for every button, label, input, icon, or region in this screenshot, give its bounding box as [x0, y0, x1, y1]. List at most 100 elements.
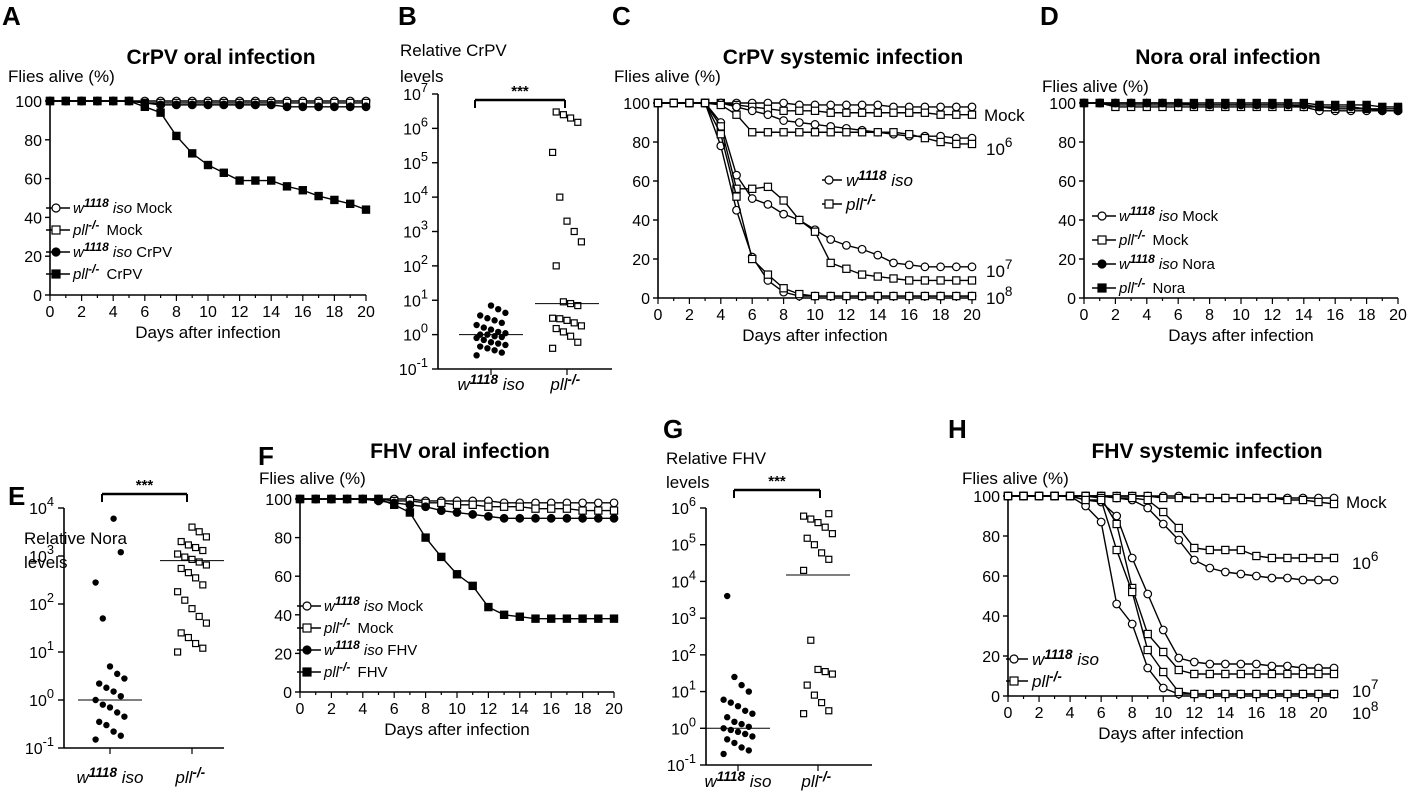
data-point: [577, 322, 586, 330]
data-point: [1112, 511, 1122, 521]
x-tick-label: 18: [1279, 705, 1297, 722]
data-point: [904, 130, 914, 139]
data-point: [556, 193, 564, 201]
y-tick-label: 106: [671, 494, 696, 518]
data-point: [936, 291, 945, 301]
data-point: [298, 102, 308, 112]
data-point: [570, 319, 578, 327]
y-tick-label: 40: [632, 213, 650, 230]
x-tick-label: 0: [46, 304, 55, 321]
category-label: pll-/-: [800, 769, 834, 791]
data-point: [734, 702, 742, 710]
data-point: [745, 747, 753, 754]
y-tick-label: 103: [671, 604, 696, 628]
data-point: [742, 730, 749, 738]
data-point: [1267, 553, 1277, 563]
data-point: [807, 636, 815, 644]
data-point: [311, 494, 320, 504]
data-point: [799, 512, 808, 520]
data-point: [1267, 689, 1277, 699]
data-point: [873, 128, 883, 137]
data-point: [1329, 669, 1339, 679]
data-point: [1174, 665, 1183, 675]
data-point: [251, 176, 260, 185]
data-point: [936, 262, 945, 272]
data-point: [967, 276, 977, 285]
x-axis-label: Days after infection: [135, 323, 281, 342]
data-point: [235, 176, 244, 185]
data-point: [745, 688, 753, 695]
data-point: [747, 128, 757, 137]
data-point: [1251, 659, 1261, 669]
category-label: pll-/-: [549, 372, 583, 394]
data-point: [103, 684, 110, 691]
data-point: [1205, 659, 1215, 669]
data-point: [1268, 98, 1277, 108]
data-point: [1127, 553, 1137, 563]
data-point: [817, 699, 826, 707]
data-point: [92, 736, 99, 743]
data-point: [1096, 495, 1106, 505]
data-point: [904, 276, 914, 285]
data-point: [825, 707, 833, 715]
data-point: [374, 494, 383, 504]
data-point: [110, 688, 117, 695]
data-point: [480, 336, 487, 344]
data-point: [889, 108, 898, 117]
data-point: [1158, 625, 1168, 635]
legend-label: pll-/-: [1031, 669, 1065, 691]
data-point: [857, 270, 867, 279]
data-point: [1190, 543, 1199, 553]
data-point: [1298, 669, 1308, 679]
data-point: [502, 309, 509, 317]
data-point: [103, 721, 110, 729]
data-point: [437, 552, 446, 562]
panel-letter: B: [398, 1, 417, 31]
data-point: [1112, 599, 1122, 609]
data-point: [779, 106, 788, 115]
data-point: [1252, 98, 1261, 108]
series-line: [1008, 495, 1334, 669]
data-point: [99, 701, 107, 708]
data-point: [1378, 102, 1387, 112]
data-point: [1065, 491, 1075, 501]
data-point: [795, 215, 804, 225]
legend-marker: [1097, 283, 1107, 293]
data-point: [1329, 575, 1339, 585]
x-tick-label: 4: [716, 307, 725, 324]
data-point: [747, 106, 757, 116]
data-point: [842, 128, 851, 137]
x-tick-label: 14: [511, 701, 529, 718]
data-point: [282, 102, 292, 112]
data-point: [202, 561, 210, 569]
data-point: [1251, 571, 1261, 581]
data-point: [763, 128, 773, 137]
data-point: [110, 515, 117, 522]
x-tick-label: 18: [1358, 307, 1376, 324]
legend-label: pll-/- Nora: [1118, 276, 1186, 297]
data-point: [952, 291, 961, 301]
data-point: [566, 114, 575, 122]
y-tick-label: 104: [403, 183, 428, 207]
data-point: [920, 133, 930, 143]
x-tick-label: 20: [357, 304, 375, 321]
panel-B: B Relative CrPV levels 10-1 100 101 102 103 104 1…: [398, 1, 612, 394]
data-point: [559, 298, 568, 306]
y-tick-label: 80: [982, 529, 1000, 546]
x-tick-label: 16: [1247, 705, 1265, 722]
x-tick-label: 14: [1295, 307, 1313, 324]
y-tick-label: 0: [1067, 291, 1076, 308]
data-point: [936, 137, 945, 147]
data-point: [92, 579, 99, 586]
data-point: [738, 744, 745, 751]
data-point: [873, 291, 883, 301]
data-point: [484, 602, 493, 612]
data-point: [174, 550, 182, 558]
data-point: [346, 199, 355, 209]
data-point: [578, 498, 587, 508]
data-point: [531, 504, 540, 513]
category-label: w1118 iso: [705, 769, 772, 791]
data-point: [546, 614, 556, 623]
data-point: [799, 710, 808, 718]
legend-marker: [1097, 235, 1107, 245]
